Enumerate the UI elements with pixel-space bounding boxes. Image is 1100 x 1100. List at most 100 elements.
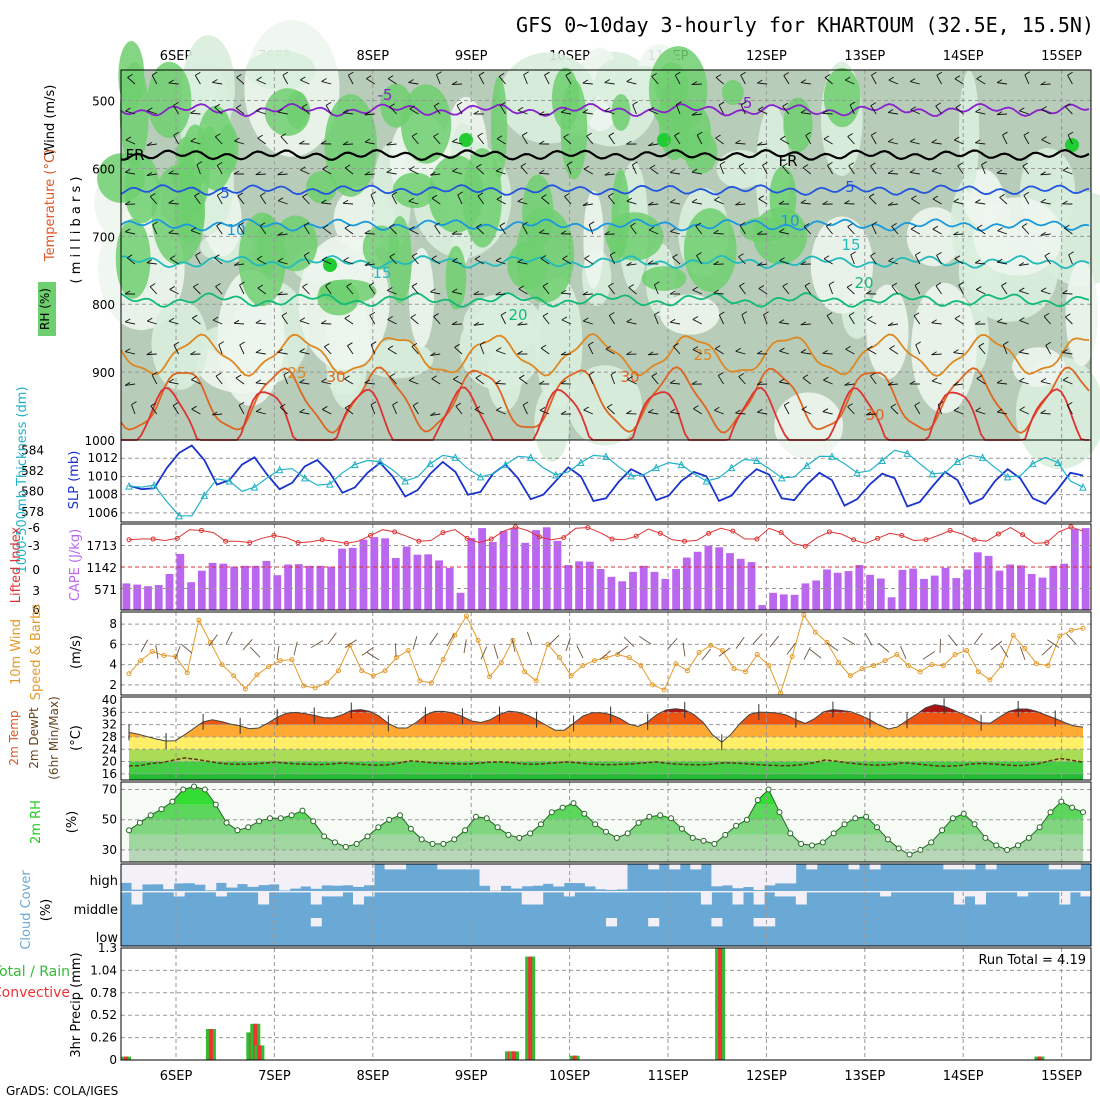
wind-barb: [976, 289, 986, 295]
wind-barb-flag: [607, 403, 613, 408]
precip-conv-bar: [528, 956, 533, 1060]
cloud-free-cell: [215, 864, 227, 883]
wind-barb-flag: [871, 221, 878, 226]
wind-barb: [300, 79, 310, 85]
cape-bar: [478, 528, 486, 610]
wind-barb: [608, 135, 615, 145]
wind-barb: [321, 202, 332, 205]
wind-barb-flag: [124, 228, 131, 233]
wind-barb-flag: [1023, 131, 1030, 136]
wind-barb: [975, 202, 986, 205]
cloud-free-cell: [1069, 891, 1081, 893]
thickness-marker: [326, 479, 334, 488]
wind-barb: [299, 411, 310, 415]
wind-barb-flag: [827, 162, 833, 166]
wind-barb: [935, 105, 942, 115]
wind-barb-flag: [348, 71, 354, 76]
wind-barb-flag: [152, 221, 158, 226]
wind-barb-flag: [670, 228, 676, 232]
wind-barb-flag: [538, 380, 545, 385]
cape-bar: [176, 553, 185, 610]
wind-barb: [981, 164, 986, 175]
wind-barb-flag: [763, 311, 769, 316]
wind-barb: [672, 256, 681, 265]
cloud-free-cell: [595, 891, 607, 893]
wind-barb-flag: [1040, 378, 1047, 382]
cape-bar: [758, 605, 767, 610]
wind-speed-marker: [801, 612, 807, 618]
cape-bar: [866, 574, 874, 610]
cloud-free-cell: [500, 891, 512, 893]
temp-tick: 20: [102, 755, 117, 769]
wind-barb-flag: [651, 372, 658, 377]
wind-barb-flag: [146, 142, 153, 146]
wind-barb-flag: [1041, 136, 1047, 141]
cape-bar: [898, 569, 907, 610]
wind-barb-flag: [696, 131, 703, 136]
wind-barb-flag: [783, 401, 790, 406]
contour-label: 30: [326, 368, 345, 386]
cloud-free-cell: [901, 891, 913, 893]
wind-barb-flag: [495, 167, 502, 172]
wind-barb-flag: [996, 408, 1003, 413]
wind-barb-flag: [779, 347, 785, 352]
wind-barb-flag: [212, 316, 219, 321]
cloud-free-cell: [490, 864, 501, 891]
wind-barb-flag: [909, 78, 916, 82]
cape-bar: [521, 542, 530, 610]
slp-tick: 1012: [87, 451, 118, 465]
wind-barb-flag: [1040, 232, 1046, 236]
wind-barb: [783, 75, 790, 85]
rh-dry-area: [567, 365, 642, 446]
wind-barb-flag: [718, 372, 724, 376]
pressure-tick: 700: [92, 230, 115, 244]
wind-barb-flag: [560, 410, 567, 415]
surface-wind-barb: [327, 632, 337, 645]
wind-barb-flag: [805, 132, 811, 136]
wind-barb: [370, 344, 376, 355]
rh-marker: [895, 845, 902, 852]
wind-barb-flag: [714, 345, 721, 349]
wind-speed-marker: [254, 672, 260, 678]
wind-barb: [975, 111, 986, 115]
wind-barb: [869, 375, 877, 385]
li-tick: 6: [32, 603, 40, 617]
wind-barb: [953, 233, 964, 236]
wind-barb-flag: [496, 406, 502, 411]
thickness-marker: [376, 457, 384, 466]
wind-barb: [476, 226, 485, 235]
wind-barb-flag: [234, 137, 240, 142]
wind-barb-flag: [496, 135, 503, 140]
wind-barb: [691, 201, 702, 205]
wind-barb-flag: [322, 224, 329, 229]
wind-barb: [1044, 255, 1051, 265]
wind-barb: [344, 227, 354, 235]
wind-barb-flag: [124, 290, 131, 295]
wind-barb-flag: [386, 287, 393, 291]
wind-barb: [627, 379, 637, 385]
rh-marker: [429, 840, 436, 847]
wind-barb-flag: [149, 193, 156, 197]
wind-barb-flag: [1019, 377, 1025, 382]
cape-bar: [241, 565, 249, 610]
wind-barb-flag: [692, 316, 699, 320]
wind-barb-flag: [169, 286, 175, 290]
wind-barb: [827, 165, 833, 175]
lifted-index-marker: [802, 543, 808, 549]
lifted-index-marker: [488, 536, 494, 542]
wind-barb-flag: [277, 171, 283, 176]
wind-barb-flag: [125, 136, 132, 141]
rh-marker: [711, 840, 718, 847]
wind-barb-flag: [473, 110, 480, 115]
wind-barb-flag: [320, 320, 327, 324]
day-label-top: 8SEP: [357, 49, 390, 64]
wind-barb: [936, 75, 942, 85]
cape-bar: [1070, 528, 1079, 610]
wind-barb: [191, 408, 201, 415]
rh-moist-area: [507, 241, 548, 290]
surface-wind-barb: [1000, 645, 1009, 658]
cape-bar: [672, 569, 680, 610]
cloud-free-cell: [447, 891, 459, 893]
wind-barb: [891, 285, 899, 295]
wind-barb-flag: [411, 252, 418, 257]
